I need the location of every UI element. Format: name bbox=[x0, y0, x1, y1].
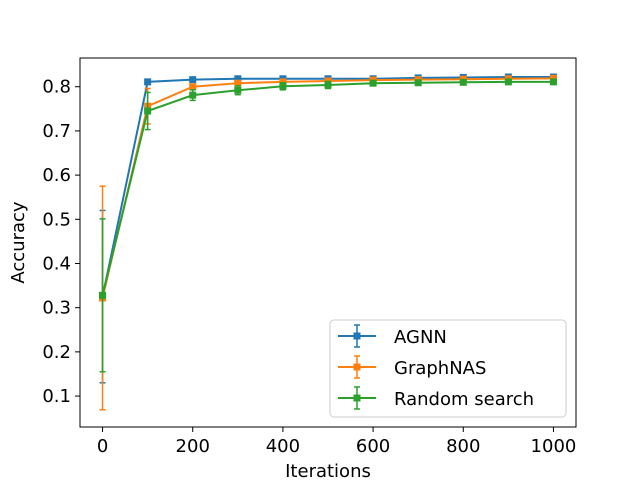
data-point bbox=[414, 79, 422, 87]
data-point bbox=[189, 76, 197, 84]
data-point bbox=[144, 78, 152, 86]
data-point bbox=[99, 291, 107, 299]
data-point bbox=[459, 78, 467, 86]
x-tick-label: 0 bbox=[97, 436, 108, 457]
y-axis-label: Accuracy bbox=[8, 201, 29, 284]
x-tick-label: 800 bbox=[446, 436, 480, 457]
series-line bbox=[101, 80, 554, 296]
plot-frame bbox=[79, 57, 577, 428]
x-tick-label: 400 bbox=[266, 436, 300, 457]
data-point bbox=[504, 78, 512, 86]
data-point bbox=[324, 81, 332, 89]
legend-item: AGNN bbox=[338, 324, 447, 348]
y-axis: 0.1 0.2 0.3 0.4 0.5 0.6 0.7 0.8 bbox=[42, 77, 80, 407]
data-point bbox=[234, 79, 242, 87]
legend-label: Random search bbox=[394, 389, 534, 410]
data-point bbox=[144, 107, 152, 115]
data-point bbox=[234, 86, 242, 94]
legend-marker bbox=[353, 332, 361, 340]
y-tick-label: 0.4 bbox=[42, 253, 71, 274]
series-line bbox=[101, 76, 554, 297]
plot-marks bbox=[99, 73, 557, 411]
y-tick-label: 0.6 bbox=[42, 165, 71, 186]
series-random-search bbox=[99, 78, 557, 373]
data-point bbox=[234, 75, 242, 83]
y-tick-label: 0.2 bbox=[42, 342, 71, 363]
legend-marker bbox=[353, 394, 361, 402]
x-axis-label: Iterations bbox=[285, 461, 371, 480]
data-point bbox=[279, 82, 287, 90]
x-tick-label: 600 bbox=[356, 436, 390, 457]
legend-box bbox=[329, 319, 567, 418]
legend-marker bbox=[353, 363, 361, 371]
legend-label: GraphNAS bbox=[394, 358, 486, 379]
y-tick-label: 0.3 bbox=[42, 298, 71, 319]
data-point bbox=[279, 78, 287, 86]
legend: AGNN GraphNAS Random search bbox=[329, 319, 567, 418]
data-point bbox=[549, 74, 557, 82]
y-tick-label: 0.7 bbox=[42, 121, 71, 142]
legend-item: Random search bbox=[338, 386, 534, 410]
legend-item: GraphNAS bbox=[338, 355, 486, 379]
series-line bbox=[101, 77, 554, 299]
y-tick-label: 0.1 bbox=[42, 386, 71, 407]
legend-label: AGNN bbox=[394, 327, 447, 348]
data-point bbox=[189, 83, 197, 91]
x-axis: 0 200 400 600 800 1000 bbox=[97, 427, 577, 457]
y-tick-label: 0.5 bbox=[42, 209, 71, 230]
x-tick-label: 200 bbox=[176, 436, 210, 457]
data-point bbox=[369, 79, 377, 87]
data-point bbox=[189, 91, 197, 99]
y-tick-label: 0.8 bbox=[42, 77, 71, 98]
data-point bbox=[549, 78, 557, 86]
x-tick-label: 1000 bbox=[531, 436, 577, 457]
